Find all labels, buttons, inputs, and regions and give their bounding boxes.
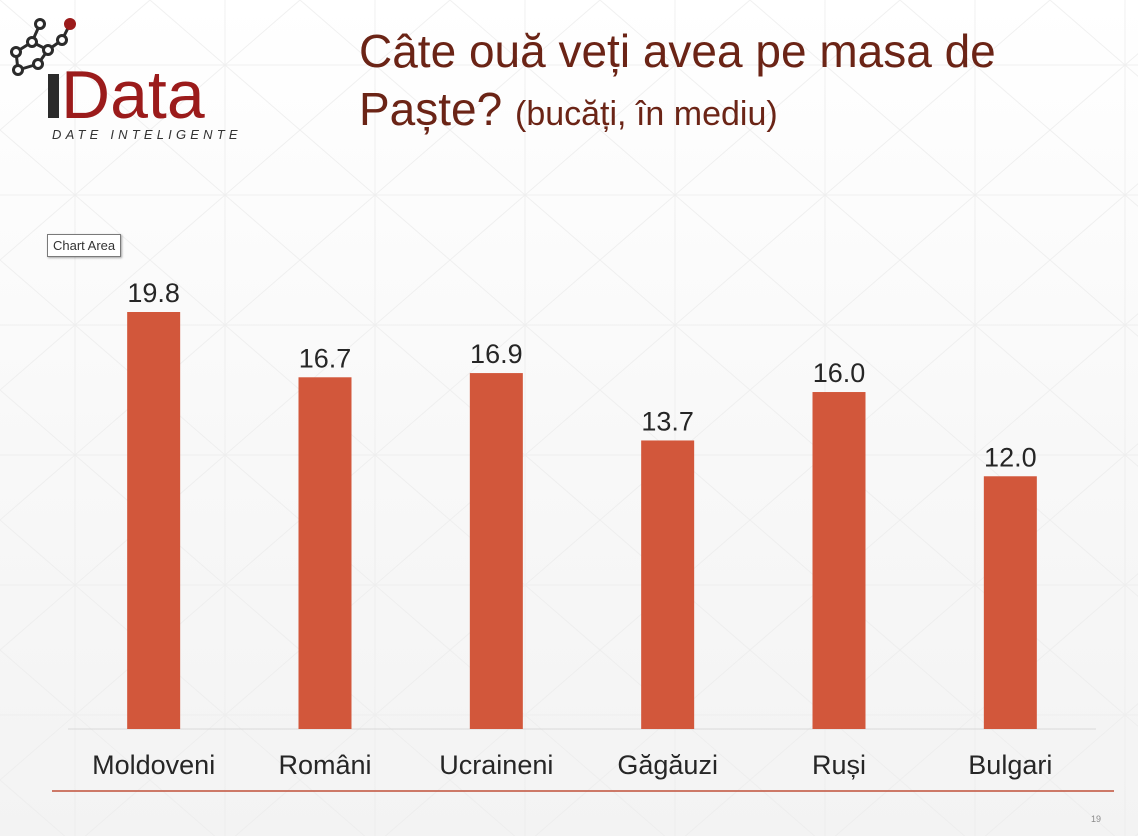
bar-4[interactable] <box>812 392 866 729</box>
value-label-4: 16.0 <box>813 358 866 388</box>
bar-0[interactable] <box>127 312 181 729</box>
category-label-5: Bulgari <box>968 750 1052 780</box>
value-label-3: 13.7 <box>641 406 694 436</box>
logo-i-stem <box>48 74 59 118</box>
idata-logo: Data DATE INTELIGENTE <box>10 18 242 142</box>
title-subtitle: (bucăți, în mediu) <box>515 95 778 133</box>
category-label-1: Români <box>278 750 371 780</box>
logo-tagline: DATE INTELIGENTE <box>52 127 242 142</box>
category-label-3: Găgăuzi <box>617 750 718 780</box>
bar-1[interactable] <box>298 377 352 729</box>
value-label-1: 16.7 <box>299 343 352 373</box>
value-label-2: 16.9 <box>470 339 523 369</box>
bars-group <box>127 312 1037 729</box>
category-label-4: Ruși <box>812 750 866 780</box>
bar-2[interactable] <box>469 373 523 729</box>
bar-3[interactable] <box>641 440 695 729</box>
value-label-5: 12.0 <box>984 442 1037 472</box>
category-label-2: Ucraineni <box>439 750 553 780</box>
bar-5[interactable] <box>983 476 1037 729</box>
category-label-0: Moldoveni <box>92 750 215 780</box>
category-labels-group: Moldoveni Români Ucraineni Găgăuzi Ruși Bulga… <box>92 750 1052 780</box>
logo-wordmark: Data <box>61 57 205 133</box>
network-icon <box>10 18 76 76</box>
page-title: Câte ouă veți avea pe masa de Paște? (bu… <box>359 22 1119 143</box>
value-labels-group: 19.8 16.7 16.9 13.7 16.0 12.0 <box>127 278 1036 472</box>
value-label-0: 19.8 <box>127 278 180 308</box>
page-number: 19 <box>1091 814 1102 824</box>
title-main: Câte ouă veți avea pe masa de Paște? <box>359 25 996 135</box>
chart-area-tooltip: Chart Area <box>47 234 122 257</box>
